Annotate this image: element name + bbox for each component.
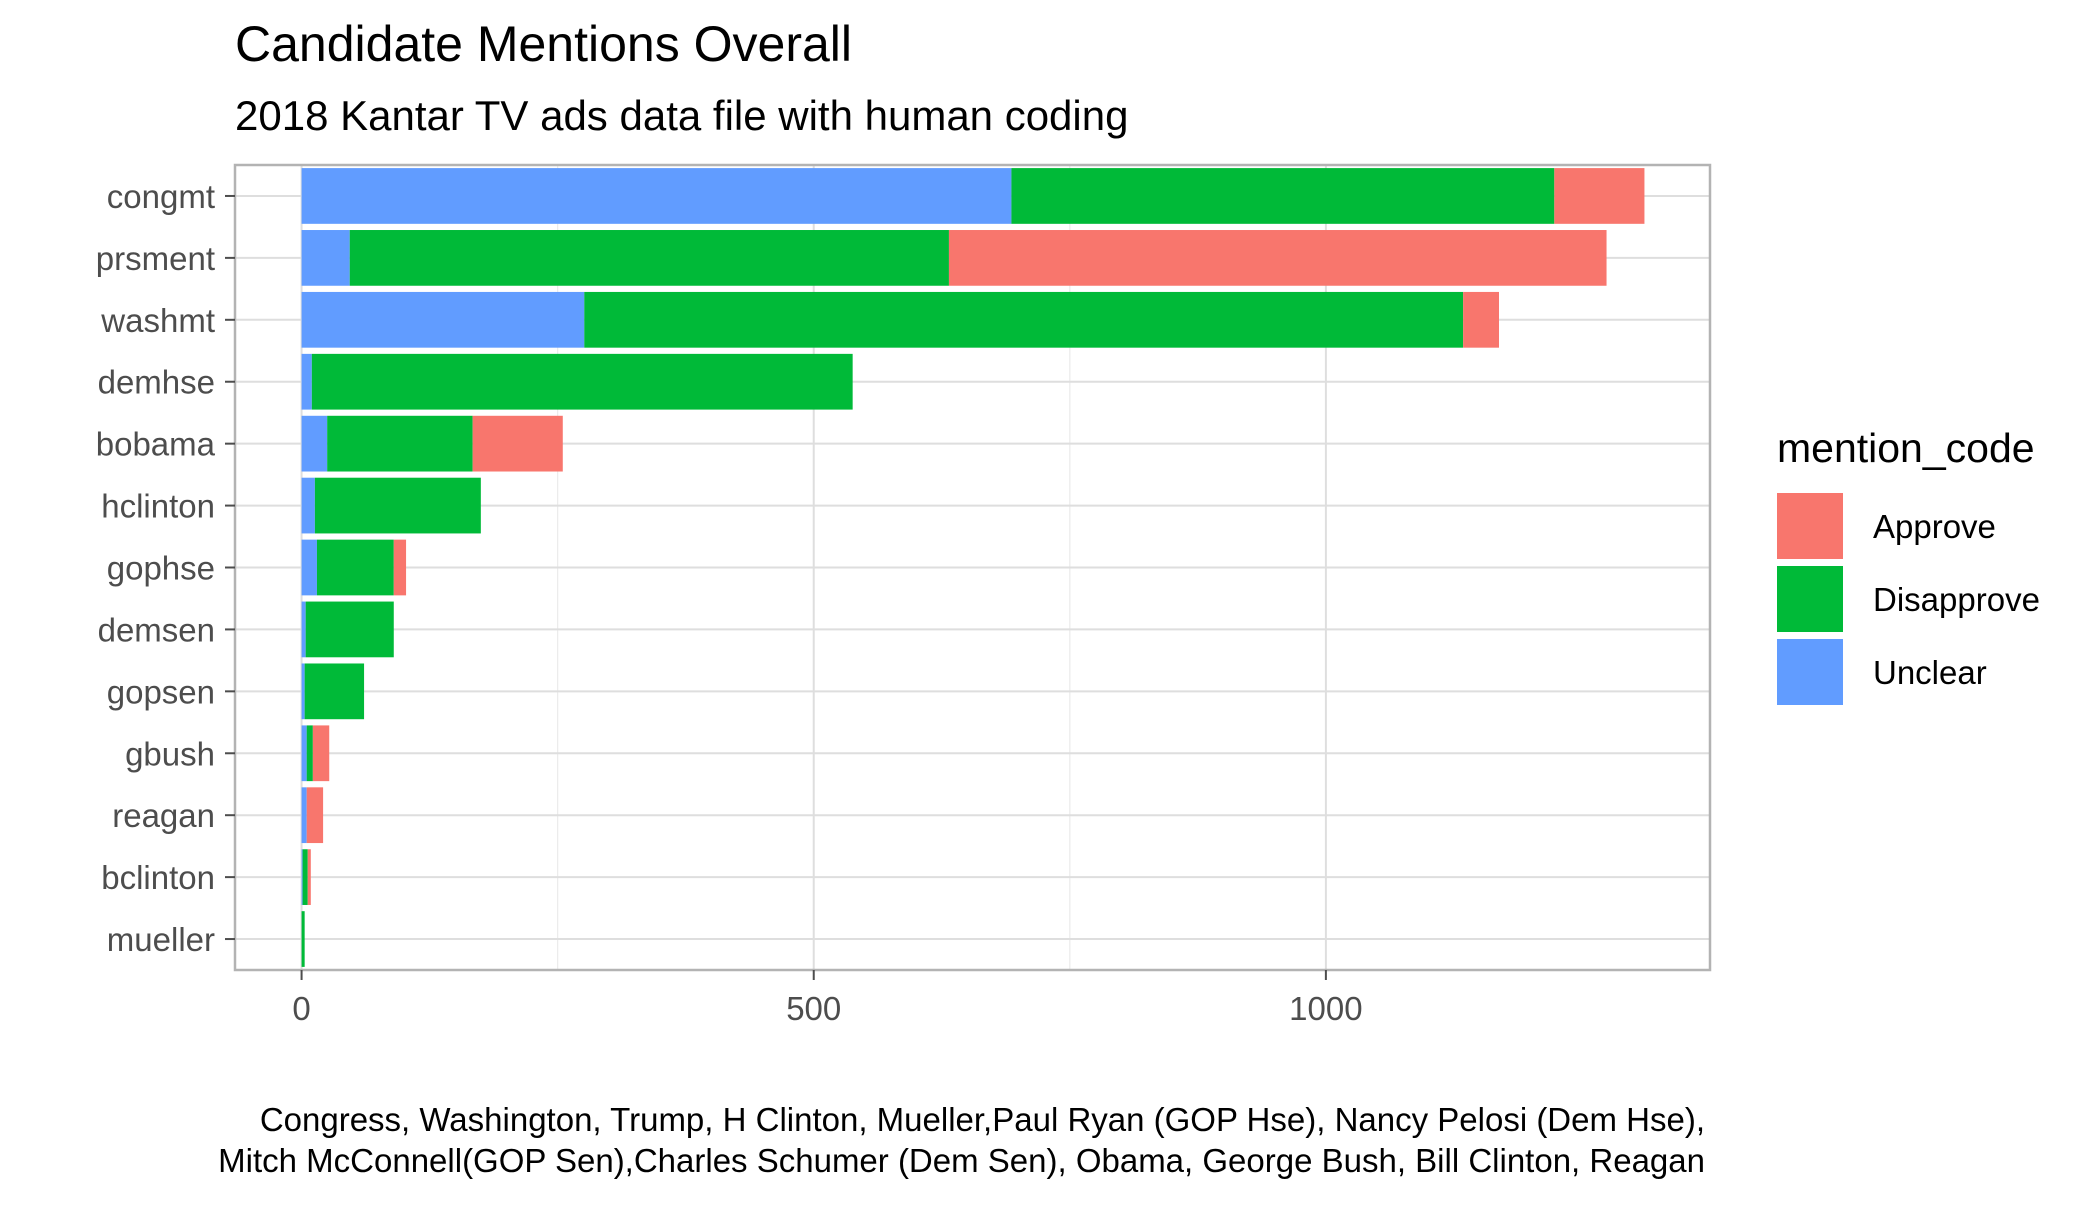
y-tick-label: bobama xyxy=(96,426,216,463)
bar-bobama-approve xyxy=(472,415,563,472)
y-tick-label: reagan xyxy=(112,797,215,834)
bar-reagan-unclear xyxy=(301,787,307,844)
bar-congmt-disapprove xyxy=(1011,168,1555,224)
bar-prsment-approve xyxy=(948,230,1607,286)
y-tick-label: prsment xyxy=(96,240,215,277)
y-tick-label: demhse xyxy=(98,364,215,401)
bar-bclinton-approve xyxy=(307,849,311,905)
bar-prsment-unclear xyxy=(301,230,350,286)
legend-label-unclear: Unclear xyxy=(1873,654,1987,691)
legend-key-approve xyxy=(1777,493,1843,559)
bar-gophse-approve xyxy=(393,539,407,596)
legend-label-disapprove: Disapprove xyxy=(1873,581,2040,618)
bars xyxy=(301,168,1645,967)
y-tick-label: mueller xyxy=(107,921,215,958)
bar-washmt-approve xyxy=(1463,291,1499,348)
y-tick-label: gbush xyxy=(125,735,215,772)
y-tick-label: bclinton xyxy=(101,859,215,896)
chart-title: Candidate Mentions Overall xyxy=(235,16,852,72)
legend-label-approve: Approve xyxy=(1873,508,1996,545)
y-tick-label: gophse xyxy=(107,550,215,587)
bar-hclinton-unclear xyxy=(301,477,315,534)
bar-washmt-unclear xyxy=(301,291,585,348)
bar-washmt-disapprove xyxy=(584,291,1464,348)
bar-gbush-approve xyxy=(312,725,330,782)
bar-gophse-disapprove xyxy=(316,539,394,596)
chart-subtitle: 2018 Kantar TV ads data file with human … xyxy=(235,92,1128,139)
bar-demhse-unclear xyxy=(301,353,312,410)
bar-mueller-disapprove xyxy=(301,911,305,967)
legend-key-disapprove xyxy=(1777,566,1843,632)
bar-congmt-approve xyxy=(1554,168,1645,224)
y-tick-label: washmt xyxy=(100,302,215,339)
bar-demsen-disapprove xyxy=(305,601,394,658)
x-tick-label: 500 xyxy=(786,990,841,1027)
bar-gbush-unclear xyxy=(301,725,307,782)
bar-gbush-disapprove xyxy=(306,725,313,782)
bar-hclinton-disapprove xyxy=(314,477,481,534)
bar-congmt-unclear xyxy=(301,168,1012,224)
caption: Congress, Washington, Trump, H Clinton, … xyxy=(218,1101,1705,1179)
x-axis: 0 500 1000 xyxy=(292,970,1363,1027)
x-tick-label: 0 xyxy=(292,990,310,1027)
caption-line-2: Mitch McConnell(GOP Sen),Charles Schumer… xyxy=(218,1142,1705,1179)
bar-gopsen-unclear xyxy=(301,663,305,720)
y-tick-label: congmt xyxy=(107,178,215,215)
x-tick-label: 1000 xyxy=(1289,990,1362,1027)
y-tick-label: gopsen xyxy=(107,673,215,710)
y-axis: congmt prsment washmt demhse bobama hclinton g… xyxy=(96,178,235,958)
bar-bobama-unclear xyxy=(301,415,328,472)
bar-demsen-unclear xyxy=(301,601,306,658)
legend-title: mention_code xyxy=(1777,425,2035,471)
bar-bobama-disapprove xyxy=(327,415,473,472)
y-tick-label: hclinton xyxy=(101,488,215,525)
bar-gopsen-disapprove xyxy=(304,663,365,720)
bar-demhse-disapprove xyxy=(311,353,853,410)
bar-prsment-disapprove xyxy=(349,230,949,286)
bar-bclinton-disapprove xyxy=(302,849,308,905)
caption-line-1: Congress, Washington, Trump, H Clinton, … xyxy=(260,1101,1705,1138)
bar-gophse-unclear xyxy=(301,539,317,596)
legend: mention_code Approve Disapprove Unclear xyxy=(1777,425,2040,705)
legend-key-unclear xyxy=(1777,639,1843,705)
bar-reagan-approve xyxy=(306,787,324,844)
y-tick-label: demsen xyxy=(98,611,215,648)
bar-bclinton-unclear xyxy=(301,849,303,905)
